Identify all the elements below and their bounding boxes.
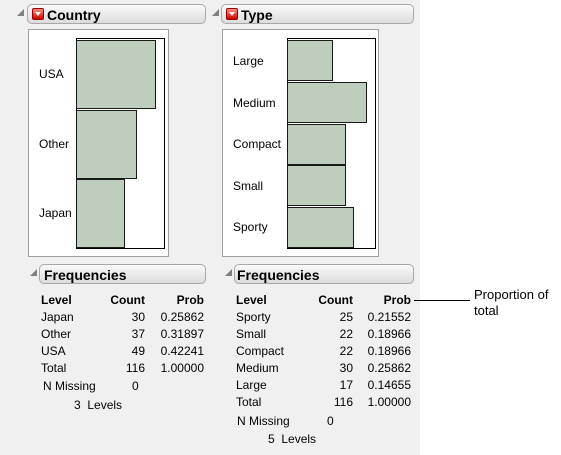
level-cell: Large	[236, 377, 267, 392]
count-cell: 22	[339, 326, 353, 341]
prob-cell: 1.00000	[160, 360, 204, 375]
level-cell: Total	[236, 394, 262, 409]
type-bar-large[interactable]	[287, 40, 333, 81]
country-bar-other[interactable]	[76, 110, 137, 179]
type-bar-compact[interactable]	[287, 124, 346, 165]
type-n-missing-label: N Missing	[237, 414, 290, 428]
level-cell: Compact	[236, 343, 285, 358]
table-row: Japan 30 0.25862	[41, 308, 204, 325]
level-cell: Total	[41, 360, 67, 375]
country-disclosure-icon[interactable]	[17, 9, 24, 16]
country-chart-frame	[28, 29, 169, 257]
column-header-level: Level	[236, 292, 267, 307]
prob-cell: 0.14655	[367, 377, 411, 392]
level-cell: Small	[236, 326, 267, 341]
prob-cell: 0.18966	[367, 326, 411, 341]
country-frequencies-title: Frequencies	[44, 267, 127, 283]
count-cell: 116	[125, 360, 145, 375]
callout-line	[414, 300, 470, 301]
type-title: Type	[241, 7, 273, 23]
table-row: Medium 30 0.25862	[236, 359, 411, 376]
country-frequencies-title-bar[interactable]: Frequencies	[39, 264, 206, 284]
column-header-prob: Prob	[383, 292, 411, 307]
count-cell: 22	[339, 343, 353, 358]
prob-cell: 0.25862	[160, 309, 204, 324]
country-red-triangle-menu-icon[interactable]	[32, 8, 44, 20]
type-category-label: Medium	[233, 96, 276, 110]
type-category-label: Compact	[233, 137, 282, 151]
country-bar-usa[interactable]	[76, 40, 156, 109]
table-row: USA 49 0.42241	[41, 342, 204, 359]
country-levels-count: 3 Levels	[74, 398, 123, 412]
table-header-row: Level Count Prob	[41, 291, 204, 308]
column-header-count: Count	[318, 292, 353, 307]
type-frequencies-title-bar[interactable]: Frequencies	[234, 264, 414, 284]
prob-cell: 0.42241	[160, 343, 204, 358]
prob-cell: 0.25862	[367, 360, 411, 375]
count-cell: 30	[339, 360, 353, 375]
prob-cell: 0.18966	[367, 343, 411, 358]
level-cell: Medium	[236, 360, 279, 375]
table-row: Sporty 25 0.21552	[236, 308, 411, 325]
country-bar-chart	[76, 38, 165, 249]
column-header-prob: Prob	[176, 292, 204, 307]
count-cell: 30	[131, 309, 145, 324]
table-header-row: Level Count Prob	[236, 291, 411, 308]
prob-cell: 0.31897	[160, 326, 204, 341]
level-cell: Sporty	[236, 309, 271, 324]
column-header-count: Count	[110, 292, 145, 307]
type-bar-small[interactable]	[287, 165, 346, 206]
country-title: Country	[47, 7, 101, 23]
table-row: Large 17 0.14655	[236, 376, 411, 393]
type-frequencies-title: Frequencies	[237, 267, 320, 283]
count-cell: 25	[339, 309, 353, 324]
count-cell: 49	[131, 343, 145, 358]
level-cell: Japan	[41, 309, 74, 324]
callout-text-line: total	[474, 303, 499, 318]
prob-cell: 0.21552	[367, 309, 411, 324]
type-frequencies-table: Level Count Prob Sporty 25 0.21552 Small…	[236, 291, 411, 410]
type-levels-count: 5 Levels	[268, 432, 317, 446]
table-row: Compact 22 0.18966	[236, 342, 411, 359]
country-n-missing-label: N Missing	[43, 379, 96, 393]
country-category-label: USA	[39, 67, 64, 81]
type-bar-chart	[287, 38, 376, 249]
count-cell: 37	[131, 326, 145, 341]
country-category-label: Japan	[39, 206, 72, 220]
country-frequencies-table: Level Count Prob Japan 30 0.25862 Other …	[41, 291, 204, 376]
type-disclosure-icon[interactable]	[212, 9, 219, 16]
country-n-missing-value: 0	[132, 379, 139, 393]
count-cell: 17	[339, 377, 353, 392]
type-title-bar[interactable]: Type	[221, 4, 414, 24]
type-n-missing-value: 0	[327, 414, 334, 428]
type-bar-sporty[interactable]	[287, 207, 354, 248]
country-bar-japan[interactable]	[76, 179, 125, 248]
table-row-total: Total 116 1.00000	[236, 393, 411, 410]
type-frequencies-disclosure-icon[interactable]	[225, 269, 232, 276]
type-red-triangle-menu-icon[interactable]	[226, 8, 238, 20]
table-row: Small 22 0.18966	[236, 325, 411, 342]
table-row-total: Total 116 1.00000	[41, 359, 204, 376]
count-cell: 116	[333, 394, 353, 409]
country-frequencies-disclosure-icon[interactable]	[30, 269, 37, 276]
column-header-level: Level	[41, 292, 72, 307]
type-category-label: Small	[233, 179, 264, 193]
country-category-label: Other	[39, 137, 70, 151]
level-cell: Other	[41, 326, 72, 341]
type-bar-medium[interactable]	[287, 82, 367, 123]
type-category-label: Sporty	[233, 220, 268, 234]
type-chart-frame	[222, 29, 379, 257]
level-cell: USA	[41, 343, 66, 358]
prob-cell: 1.00000	[367, 394, 411, 409]
callout-annotation: Proportion of total	[474, 287, 560, 319]
type-category-label: Large	[233, 54, 264, 68]
table-row: Other 37 0.31897	[41, 325, 204, 342]
country-title-bar[interactable]: Country	[27, 4, 206, 24]
callout-text-line: Proportion of	[474, 287, 549, 302]
